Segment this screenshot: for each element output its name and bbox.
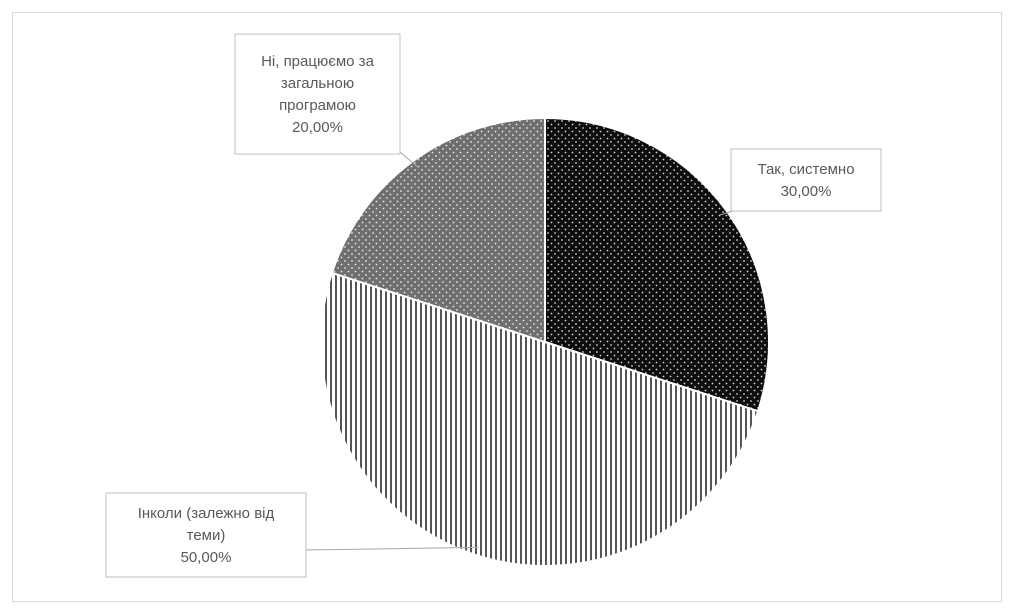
data-label-text-2: теми) — [187, 527, 226, 544]
pie-slice-2 — [320, 271, 760, 567]
data-label-value-2: 50,00% — [181, 549, 232, 566]
leader-line-3 — [399, 151, 419, 168]
pie-slices — [320, 116, 770, 567]
data-label-text-3: програмою — [279, 97, 356, 114]
data-label-box-1 — [730, 148, 882, 212]
data-label-box-2 — [105, 492, 307, 578]
data-label-text-2: Інколи (залежно від — [138, 505, 275, 522]
data-label-text-3: Ні, працюємо за — [261, 53, 375, 70]
data-label-value-1: 30,00% — [781, 183, 832, 200]
pie-slice-1 — [544, 116, 770, 413]
data-label-text-3: загальною — [281, 75, 354, 92]
data-label-text-1: Так, системно — [757, 161, 854, 178]
data-label-box-3 — [234, 33, 401, 155]
leader-line-1 — [719, 210, 734, 216]
leader-line-2 — [305, 546, 479, 551]
data-labels: Так, системно 30,00% Інколи (залежно від те… — [105, 33, 882, 578]
pie-slice-3 — [330, 116, 546, 344]
data-label-value-3: 20,00% — [292, 119, 343, 136]
